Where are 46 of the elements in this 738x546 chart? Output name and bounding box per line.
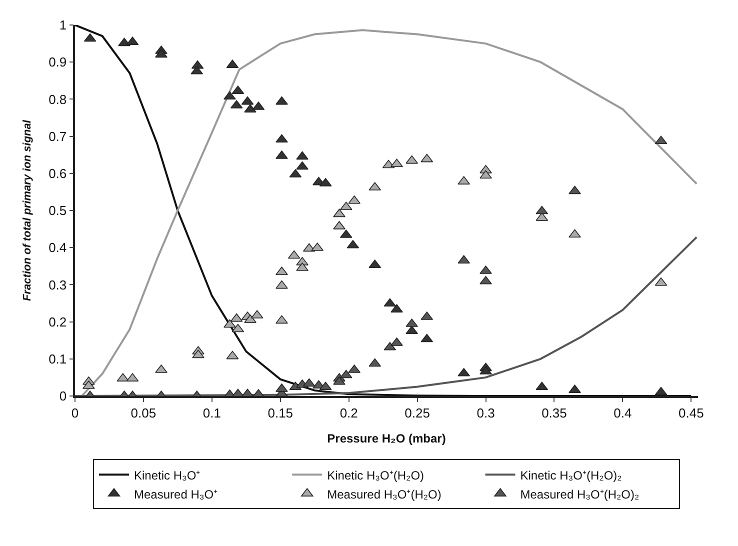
x-tick-label: 0.15	[268, 405, 294, 420]
x-tick-label: 0.35	[542, 405, 567, 420]
point	[348, 195, 360, 204]
point	[296, 151, 308, 160]
point	[333, 208, 346, 218]
point	[276, 96, 288, 105]
legend-label: Kinetic H₃O⁺(H₂O)₂	[520, 468, 622, 482]
point	[276, 134, 288, 143]
point	[276, 280, 288, 289]
point	[480, 276, 492, 284]
y-tick-label: 0.8	[48, 92, 67, 107]
x-tick-label: 0.1	[202, 405, 221, 420]
x-axis-title: Pressure H₂O (mbar)	[327, 432, 446, 446]
x-tick-label: 0.45	[678, 405, 704, 420]
y-tick-label: 0	[59, 388, 67, 404]
point	[568, 229, 581, 238]
point	[192, 350, 204, 358]
y-tick-label: 0.9	[48, 54, 67, 70]
y-tick-label: 0.5	[48, 203, 67, 218]
point	[224, 319, 236, 328]
y-axis-title: Fraction of total primary ion signal	[22, 119, 34, 301]
x-tick-label: 0.25	[404, 405, 430, 420]
x-tick-label: 0	[71, 405, 79, 420]
point	[480, 170, 492, 179]
x-tick-label: 0.2	[340, 405, 358, 420]
legend-label: Kinetic H₃O⁺	[134, 468, 200, 482]
y-tick-label: 1	[59, 18, 67, 33]
y-tick-label: 0.7	[48, 128, 67, 144]
point	[390, 158, 403, 168]
legend-label: Measured H₃O⁺(H₂O)	[327, 487, 442, 502]
y-tick-label: 0.1	[48, 351, 67, 366]
y-tick-label: 0.4	[48, 240, 67, 256]
point	[276, 315, 288, 324]
point	[155, 49, 168, 58]
x-tick-label: 0.3	[476, 405, 495, 420]
legend-label: Measured H₃O⁺	[134, 487, 218, 502]
x-tick-label: 0.05	[130, 405, 156, 420]
point	[568, 186, 581, 194]
point	[296, 161, 308, 170]
y-tick-label: 0.3	[48, 277, 67, 292]
y-tick-label: 0.2	[48, 314, 67, 330]
y-tick-label: 0.6	[48, 166, 67, 181]
legend-label: Kinetic H₃O⁺(H₂O)	[327, 468, 424, 482]
point	[406, 155, 418, 164]
legend-label: Measured H₃O⁺(H₂O)₂	[520, 487, 640, 502]
x-tick-label: 0.4	[614, 405, 632, 420]
